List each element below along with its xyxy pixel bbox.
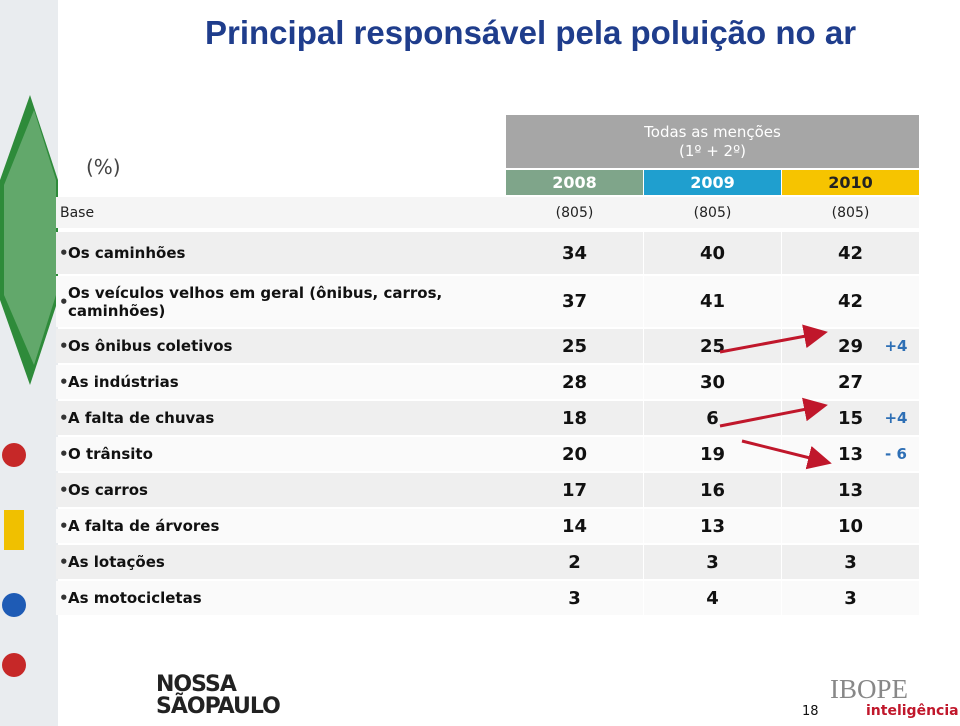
year-header: 2008 <box>506 170 643 195</box>
row-value: 3 <box>844 587 857 609</box>
row-label: Os veículos velhos em geral (ônibus, car… <box>56 276 496 327</box>
col-divider <box>781 365 782 399</box>
row-value: 40 <box>699 242 726 264</box>
row-value: 17 <box>561 479 588 501</box>
col-divider <box>643 545 644 579</box>
row-label: A falta de árvores <box>56 509 496 543</box>
row-label: O trânsito <box>56 437 496 471</box>
row-value: 27 <box>837 371 864 393</box>
row-value: 14 <box>561 515 588 537</box>
year-header: 2010 <box>782 170 919 195</box>
base-value: (805) <box>693 204 732 221</box>
row-value: 13 <box>699 515 726 537</box>
col-divider <box>643 365 644 399</box>
col-divider <box>643 509 644 543</box>
col-divider <box>643 329 644 363</box>
row-value: 4 <box>706 587 719 609</box>
logo-right-sub: inteligência <box>866 703 959 719</box>
row-value: 15 <box>837 407 864 429</box>
row-value: 42 <box>837 242 864 264</box>
col-divider <box>643 473 644 507</box>
row-label: Os ônibus coletivos <box>56 329 496 363</box>
header-box: Todas as menções (1º + 2º) <box>506 115 919 168</box>
col-divider <box>643 437 644 471</box>
logo-right: IBOPE <box>830 674 909 704</box>
row-value: 20 <box>561 443 588 465</box>
row-value: 13 <box>837 479 864 501</box>
header-title: Todas as menções <box>644 122 781 141</box>
row-label: A falta de chuvas <box>56 401 496 435</box>
row-value: 2 <box>568 551 581 573</box>
row-value: 42 <box>837 291 864 312</box>
row-value: 13 <box>837 443 864 465</box>
row-label: As indústrias <box>56 365 496 399</box>
row-value: 10 <box>837 515 864 537</box>
row-value: 16 <box>699 479 726 501</box>
col-divider <box>643 581 644 615</box>
base-value: (805) <box>555 204 594 221</box>
row-label: Os caminhões <box>56 232 496 274</box>
col-divider <box>781 276 782 327</box>
title: Principal responsável pela poluição no a… <box>205 14 857 51</box>
row-value: 37 <box>561 291 588 312</box>
base-row <box>56 197 919 228</box>
row-value: 25 <box>561 335 588 357</box>
col-divider <box>643 401 644 435</box>
row-value: 3 <box>568 587 581 609</box>
col-divider <box>781 545 782 579</box>
decor-strip <box>0 0 58 726</box>
base-label: Base <box>60 204 95 221</box>
row-value: 34 <box>561 242 588 264</box>
page-number: 18 <box>802 704 819 719</box>
col-divider <box>781 473 782 507</box>
col-divider <box>643 276 644 327</box>
header-subtitle: (1º + 2º) <box>678 141 747 160</box>
row-value: 25 <box>699 335 726 357</box>
row-delta: - 6 <box>885 445 907 463</box>
row-value: 41 <box>699 291 726 312</box>
col-divider <box>781 232 782 274</box>
row-label: Os carros <box>56 473 496 507</box>
col-divider <box>643 232 644 274</box>
year-header: 2009 <box>644 170 781 195</box>
row-value: 19 <box>699 443 726 465</box>
row-delta: +4 <box>884 409 908 427</box>
row-value: 29 <box>837 335 864 357</box>
row-label: As motocicletas <box>56 581 496 615</box>
row-delta: +4 <box>884 337 908 355</box>
logo-left: NOSSA SÃOPAULO <box>156 672 281 719</box>
unit: (%) <box>86 155 121 179</box>
row-value: 18 <box>561 407 588 429</box>
row-value: 30 <box>699 371 726 393</box>
row-value: 3 <box>706 551 719 573</box>
row-value: 6 <box>706 407 719 429</box>
row-label: As lotações <box>56 545 496 579</box>
col-divider <box>781 509 782 543</box>
row-value: 3 <box>844 551 857 573</box>
row-value: 28 <box>561 371 588 393</box>
col-divider <box>781 581 782 615</box>
base-value: (805) <box>831 204 870 221</box>
